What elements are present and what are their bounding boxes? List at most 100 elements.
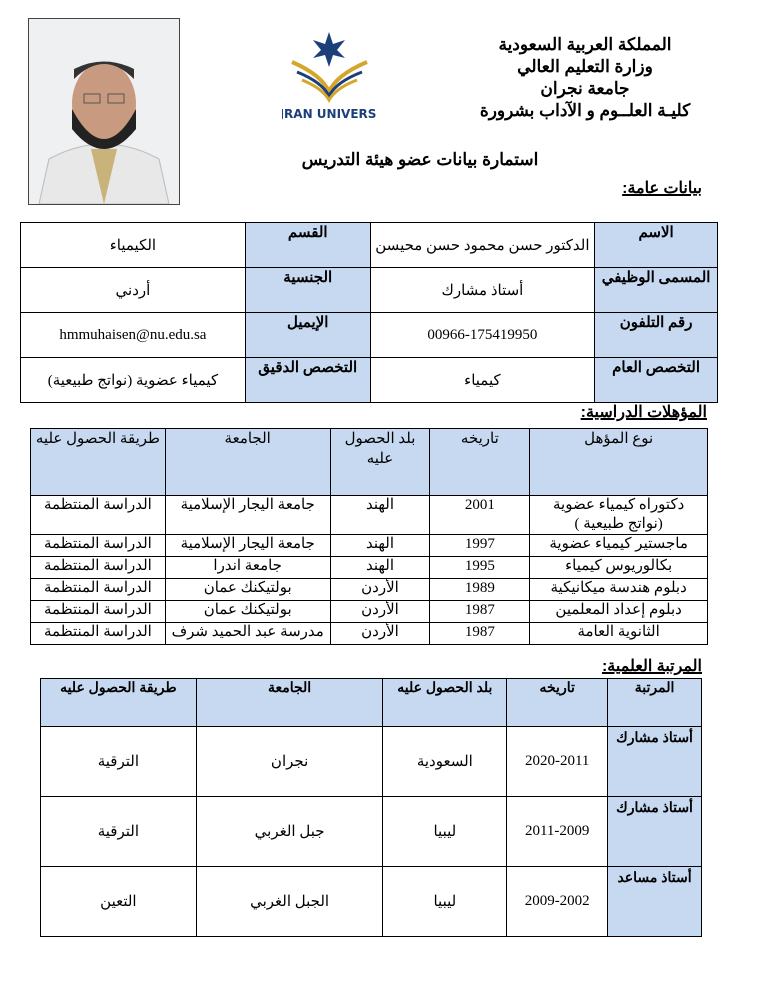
table-cell: 2011-2009: [506, 796, 609, 867]
logo-english: NAJRAN UNIVERSITY: [282, 107, 377, 121]
ranks-heading: المرتبة العلمية:: [601, 658, 702, 675]
field-label: التخصص الدقيق: [244, 357, 371, 403]
table-row: أستاذ مشارك 2011-2009 ليبيا جبل الغربي الترق…: [40, 796, 702, 867]
table-cell: ليبيا: [382, 796, 508, 867]
column-header: طريقة الحصول عليه: [30, 428, 166, 496]
page-title: استمارة بيانات عضو هيئة التدريس: [301, 150, 539, 169]
table-cell: 1987: [429, 600, 531, 623]
column-header: تاريخه: [429, 428, 531, 496]
table-cell: جامعة اليجار الإسلامية: [164, 495, 331, 535]
table-cell: مدرسة عبد الحميد شرف: [164, 622, 331, 645]
column-header: بلد الحصول عليه: [382, 678, 508, 727]
table-cell: 2009-2002: [506, 866, 609, 937]
table-cell: الدراسة المنتظمة: [30, 578, 166, 601]
column-header: طريقة الحصول عليه: [40, 678, 197, 727]
column-header: بلد الحصول عليه: [329, 428, 431, 496]
table-cell: الأردن: [329, 600, 431, 623]
table-cell: دبلوم إعداد المعلمين: [529, 600, 708, 623]
table-cell: الهند: [329, 495, 431, 535]
table-cell: جامعة اندرا: [164, 556, 331, 579]
table-row: دكتوراه كيمياء عضوية (نواتج طبيعية ) 2001…: [30, 495, 708, 535]
table-cell: 1997: [429, 534, 531, 557]
header-row: المرتبة تاريخه بلد الحصول عليه الجامعة طريقة…: [40, 678, 702, 727]
table-cell: دبلوم هندسة ميكانيكية: [529, 578, 708, 601]
table-cell: بولتيكنك عمان: [164, 600, 331, 623]
university-logo: NAJRAN UNIVERSITY: [260, 30, 398, 135]
table-cell: 2020-2011: [506, 726, 609, 797]
column-header: نوع المؤهل: [529, 428, 708, 496]
table-cell: دكتوراه كيمياء عضوية (نواتج طبيعية ): [529, 495, 708, 535]
table-cell: الهند: [329, 534, 431, 557]
table-cell: بكالوريوس كيمياء: [529, 556, 708, 579]
table-cell: الجبل الغربي: [195, 866, 384, 937]
table-cell: التعين: [40, 866, 197, 937]
column-header: المرتبة: [607, 678, 702, 727]
field-value: أستاذ مشارك: [369, 267, 596, 313]
table-cell: الثانوية العامة: [529, 622, 708, 645]
qualifications-heading: المؤهلات الدراسية:: [580, 404, 707, 421]
table-row: أستاذ مساعد 2009-2002 ليبيا الجبل الغربي الت…: [40, 866, 702, 937]
table-row: الاسم الدكتور حسن محمود حسن محيسن القسم الك…: [20, 222, 718, 268]
field-label: القسم: [244, 222, 371, 268]
table-cell: 1995: [429, 556, 531, 579]
profile-photo: [28, 18, 180, 205]
field-label: الإيميل: [244, 312, 371, 358]
table-cell: نجران: [195, 726, 384, 797]
column-header: تاريخه: [506, 678, 609, 727]
table-row: المسمى الوظيفي أستاذ مشارك الجنسية أردني: [20, 267, 718, 313]
table-row: الثانوية العامة 1987 الأردن مدرسة عبد الحمي…: [30, 622, 708, 645]
table-cell: 1989: [429, 578, 531, 601]
field-value: 00966-175419950: [369, 312, 596, 358]
ranks-table: المرتبة تاريخه بلد الحصول عليه الجامعة طريقة…: [40, 678, 702, 937]
field-label: الاسم: [594, 222, 718, 268]
general-heading: بيانات عامة:: [622, 180, 702, 197]
table-cell: أستاذ مشارك: [607, 726, 702, 797]
table-cell: ماجستير كيمياء عضوية: [529, 534, 708, 557]
column-header: الجامعة: [164, 428, 331, 496]
field-label: الجنسية: [244, 267, 371, 313]
table-cell: بولتيكنك عمان: [164, 578, 331, 601]
header-line: وزارة التعليم العالي: [517, 57, 653, 76]
header-line: المملكة العربية السعودية: [498, 35, 672, 54]
field-value: كيمياء: [369, 357, 596, 403]
table-cell: جامعة اليجار الإسلامية: [164, 534, 331, 557]
table-cell: أستاذ مشارك: [607, 796, 702, 867]
table-cell: الدراسة المنتظمة: [30, 534, 166, 557]
field-label: التخصص العام: [594, 357, 718, 403]
table-cell: الهند: [329, 556, 431, 579]
field-value: الدكتور حسن محمود حسن محيسن: [369, 222, 596, 268]
table-cell: الدراسة المنتظمة: [30, 556, 166, 579]
header-line: كليـة العلــوم و الآداب بشرورة: [479, 101, 691, 120]
table-cell: الدراسة المنتظمة: [30, 600, 166, 623]
header-row: نوع المؤهل تاريخه بلد الحصول عليه الجامعة طر…: [30, 428, 708, 496]
table-cell: الأردن: [329, 578, 431, 601]
table-row: دبلوم هندسة ميكانيكية 1989 الأردن بولتيكنك …: [30, 578, 708, 601]
table-row: بكالوريوس كيمياء 1995 الهند جامعة اندرا الدر…: [30, 556, 708, 579]
table-cell: ليبيا: [382, 866, 508, 937]
table-row: التخصص العام كيمياء التخصص الدقيق كيمياء عض…: [20, 357, 718, 403]
table-cell: جبل الغربي: [195, 796, 384, 867]
table-cell: الترقية: [40, 796, 197, 867]
table-cell: الأردن: [329, 622, 431, 645]
general-info-table: الاسم الدكتور حسن محمود حسن محيسن القسم الك…: [20, 222, 718, 403]
header-line: جامعة نجران: [540, 79, 630, 98]
qualifications-table: نوع المؤهل تاريخه بلد الحصول عليه الجامعة طر…: [30, 428, 708, 645]
table-cell: الترقية: [40, 726, 197, 797]
table-cell: السعودية: [382, 726, 508, 797]
institution-header: المملكة العربية السعودية وزارة التعليم ا…: [440, 34, 730, 122]
table-cell: 2001: [429, 495, 531, 535]
table-cell: الدراسة المنتظمة: [30, 622, 166, 645]
field-value: كيمياء عضوية (نواتج طبيعية): [20, 357, 246, 403]
field-label: رقم التلفون: [594, 312, 718, 358]
table-cell: 1987: [429, 622, 531, 645]
table-row: دبلوم إعداد المعلمين 1987 الأردن بولتيكنك ع…: [30, 600, 708, 623]
field-value: أردني: [20, 267, 246, 313]
table-cell: الدراسة المنتظمة: [30, 495, 166, 535]
column-header: الجامعة: [195, 678, 384, 727]
table-row: ماجستير كيمياء عضوية 1997 الهند جامعة اليجا…: [30, 534, 708, 557]
field-label: المسمى الوظيفي: [594, 267, 718, 313]
table-row: رقم التلفون 00966-175419950 الإيميل hmmuhai…: [20, 312, 718, 358]
table-cell: أستاذ مساعد: [607, 866, 702, 937]
table-row: أستاذ مشارك 2020-2011 السعودية نجران الترقية: [40, 726, 702, 797]
